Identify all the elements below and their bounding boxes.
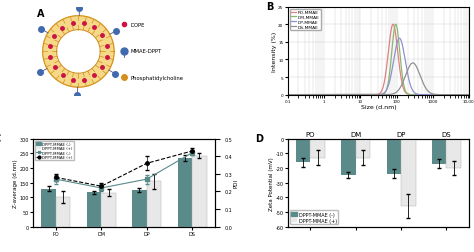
DS-MMAE bbox=[463, 94, 469, 97]
Bar bbox=[341, 139, 356, 176]
Text: D: D bbox=[255, 134, 263, 144]
DP-MMAE bbox=[362, 94, 368, 97]
DM-MMAE bbox=[316, 94, 322, 97]
Bar bbox=[432, 139, 447, 164]
Bar bbox=[56, 197, 71, 227]
Line: DM-MMAE: DM-MMAE bbox=[288, 25, 469, 95]
DS-MMAE bbox=[410, 62, 416, 65]
DP-MMAE bbox=[466, 94, 472, 97]
PO-MMAE bbox=[362, 94, 368, 97]
Bar bbox=[87, 192, 101, 227]
Bar bbox=[101, 193, 116, 227]
Line: DS-MMAE: DS-MMAE bbox=[288, 64, 469, 95]
Y-axis label: Intensity (%): Intensity (%) bbox=[272, 31, 277, 72]
Y-axis label: Z-average (d.nm): Z-average (d.nm) bbox=[13, 159, 18, 207]
DS-MMAE bbox=[443, 94, 449, 97]
Circle shape bbox=[43, 17, 114, 88]
DM-MMAE bbox=[285, 94, 291, 97]
DS-MMAE bbox=[285, 94, 291, 97]
PO-MMAE bbox=[466, 94, 472, 97]
Bar bbox=[401, 139, 416, 206]
DM-MMAE bbox=[466, 94, 472, 97]
DP-MMAE bbox=[316, 94, 322, 97]
Line: PO-MMAE: PO-MMAE bbox=[288, 25, 469, 95]
DS-MMAE bbox=[355, 94, 360, 97]
DM-MMAE bbox=[305, 94, 311, 97]
DM-MMAE bbox=[355, 94, 360, 97]
DP-MMAE bbox=[443, 94, 449, 97]
Text: B: B bbox=[266, 2, 273, 12]
Bar bbox=[192, 156, 207, 227]
PO-MMAE bbox=[463, 94, 469, 97]
PO-MMAE bbox=[305, 94, 311, 97]
Bar bbox=[387, 139, 401, 174]
DM-MMAE bbox=[362, 94, 368, 97]
PO-MMAE bbox=[390, 24, 396, 27]
PO-MMAE bbox=[316, 94, 322, 97]
X-axis label: Size (d.nm): Size (d.nm) bbox=[361, 105, 396, 110]
DS-MMAE bbox=[305, 94, 311, 97]
PO-MMAE bbox=[443, 94, 449, 97]
Text: A: A bbox=[37, 9, 44, 19]
Circle shape bbox=[56, 30, 100, 74]
DS-MMAE bbox=[362, 94, 368, 97]
DP-MMAE bbox=[397, 38, 402, 41]
DM-MMAE bbox=[463, 94, 469, 97]
DS-MMAE bbox=[466, 94, 472, 97]
Bar bbox=[147, 181, 161, 227]
Line: DP-MMAE: DP-MMAE bbox=[288, 39, 469, 95]
DP-MMAE bbox=[463, 94, 469, 97]
Text: Phosphatidylcholine: Phosphatidylcholine bbox=[130, 75, 183, 80]
Bar bbox=[356, 139, 370, 158]
Legend: DPPT-MMAE (-), DPPT-MMAE (+), DPPT-MMAE (-), DPPT-MMAE (+): DPPT-MMAE (-), DPPT-MMAE (+), DPPT-MMAE … bbox=[35, 141, 74, 161]
DM-MMAE bbox=[443, 94, 449, 97]
Bar bbox=[310, 139, 325, 158]
DP-MMAE bbox=[305, 94, 311, 97]
Legend: DPPT-MMAE (-), DPPT-MMAE (+): DPPT-MMAE (-), DPPT-MMAE (+) bbox=[290, 210, 338, 224]
PO-MMAE bbox=[285, 94, 291, 97]
Bar bbox=[41, 189, 56, 227]
Text: DOPE: DOPE bbox=[130, 23, 145, 27]
DS-MMAE bbox=[316, 94, 322, 97]
Bar bbox=[447, 139, 461, 168]
Bar bbox=[178, 158, 192, 227]
PO-MMAE bbox=[355, 94, 360, 97]
Y-axis label: Zeta Potential (mV): Zeta Potential (mV) bbox=[269, 156, 274, 210]
DP-MMAE bbox=[355, 94, 360, 97]
Y-axis label: PDI: PDI bbox=[234, 178, 239, 187]
DP-MMAE bbox=[285, 94, 291, 97]
Legend: PO-MMAE, DM-MMAE, DP-MMAE, DS-MMAE: PO-MMAE, DM-MMAE, DP-MMAE, DS-MMAE bbox=[290, 10, 321, 31]
DM-MMAE bbox=[393, 24, 399, 27]
Text: MMAE-DPPT: MMAE-DPPT bbox=[130, 49, 162, 54]
Bar bbox=[296, 139, 310, 163]
Bar bbox=[132, 190, 147, 227]
